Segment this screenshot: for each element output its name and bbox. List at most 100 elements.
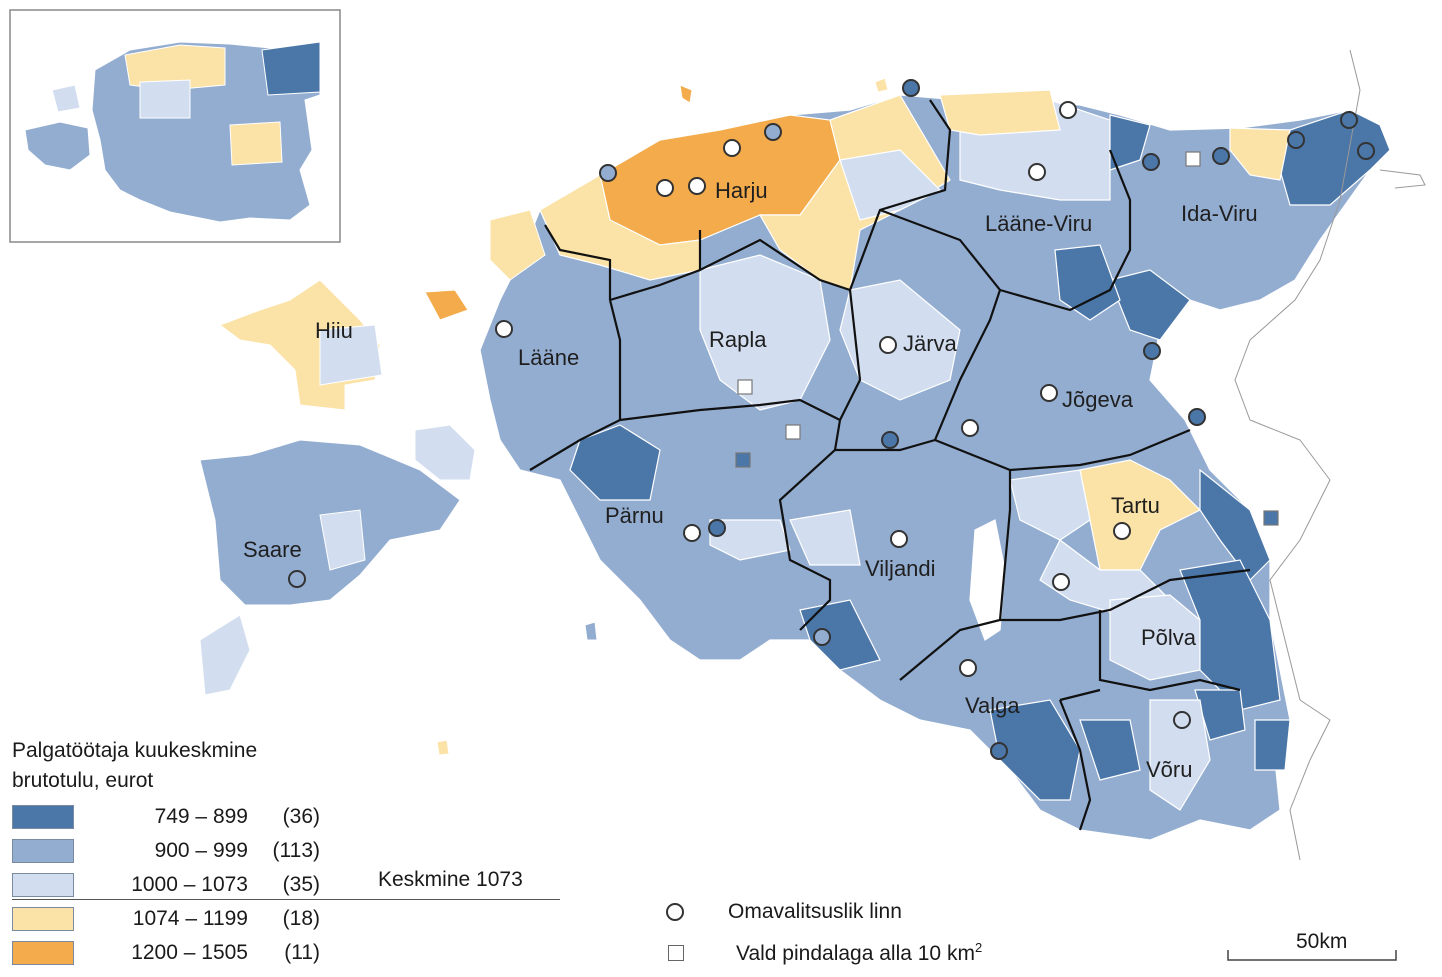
square-icon	[668, 945, 684, 961]
region-parnu-dark	[569, 424, 661, 501]
inset-tartu	[229, 121, 283, 166]
legend-count: (11)	[284, 941, 320, 964]
city-marker	[1040, 384, 1058, 402]
label-laane: Lääne	[518, 345, 580, 370]
legend-swatch	[12, 805, 74, 829]
city-marker	[1212, 147, 1230, 165]
region-ida-viru-east	[1279, 109, 1391, 206]
label-jarva: Järva	[903, 331, 957, 356]
legend-title-line1: Palgatöötaja kuukeskmine	[12, 739, 258, 762]
city-marker	[288, 570, 306, 588]
city-marker	[890, 530, 908, 548]
legend-swatch	[12, 839, 74, 863]
circle-icon	[666, 903, 684, 921]
city-marker	[1188, 408, 1206, 426]
legend-count: (18)	[282, 907, 320, 930]
legend-title-line2: brutotulu, eurot	[12, 769, 154, 792]
city-marker	[723, 139, 741, 157]
label-valga: Valga	[965, 693, 1020, 718]
island-saare-west	[319, 509, 366, 571]
legend-swatch	[12, 873, 74, 897]
region-ida-viru-light	[1229, 127, 1291, 181]
city-marker	[1028, 163, 1046, 181]
region-voru-dark-se	[1254, 719, 1291, 771]
label-ida-viru: Ida-Viru	[1181, 201, 1258, 226]
city-marker	[599, 164, 617, 182]
city-marker	[1340, 111, 1358, 129]
city-marker	[990, 742, 1008, 760]
island-muhu	[414, 424, 476, 481]
region-tartu-light	[1009, 469, 1091, 541]
label-laane-viru: Lääne-Viru	[985, 211, 1093, 236]
inset-rapla	[139, 79, 191, 119]
parish-marker	[1263, 510, 1279, 526]
region-viljandi-light	[789, 509, 861, 566]
inset-harju	[124, 44, 226, 91]
city-marker	[1052, 573, 1070, 591]
city-marker	[959, 659, 977, 677]
inset-hiiu	[51, 84, 81, 113]
legend-row: 1074 – 1199 (18)	[12, 905, 320, 933]
average-label: Keskmine 1073	[378, 868, 523, 891]
legend-count: (113)	[272, 839, 320, 862]
city-marker	[688, 177, 706, 195]
legend-row: 749 – 899 (36)	[12, 803, 320, 831]
city-marker	[1287, 131, 1305, 149]
average-line	[12, 899, 560, 900]
legend-range: 900 – 999	[154, 839, 248, 862]
symbol-parish-text: Vald pindalaga alla 10 km	[736, 942, 975, 965]
region-voru-light	[1149, 699, 1211, 811]
island-saare-south	[199, 614, 251, 696]
symbol-legend-parish: Vald pindalaga alla 10 km2	[668, 940, 982, 966]
inset-saare	[24, 121, 91, 171]
label-polva: Põlva	[1141, 625, 1197, 650]
region-voru-dark-east	[1194, 689, 1246, 741]
island-vormsi	[424, 289, 469, 321]
legend-count: (35)	[282, 873, 320, 896]
island-ruhnu	[436, 739, 450, 756]
city-marker	[879, 336, 897, 354]
scale-bar	[1227, 950, 1397, 961]
scale-bar-label: 50km	[1296, 930, 1348, 953]
legend-title: Palgatöötaja kuukeskmine brutotulu, euro…	[12, 736, 257, 796]
region-laane-viru-yellow	[939, 89, 1061, 136]
county-borders	[529, 99, 1251, 831]
region-parnu-light	[709, 519, 791, 561]
legend-row: 1000 – 1073 (35)	[12, 871, 320, 899]
city-marker	[1173, 711, 1191, 729]
city-marker	[683, 524, 701, 542]
region-ida-viru-south	[1109, 269, 1191, 341]
lake-vortsjarv	[969, 519, 1006, 641]
legend-range: 1200 – 1505	[131, 941, 248, 964]
region-parnu-south-dark	[799, 599, 881, 671]
island-hiiu-light	[319, 324, 383, 386]
islands	[199, 77, 889, 756]
label-hiiu: Hiiu	[315, 318, 353, 343]
symbol-city-label: Omavalitsuslik linn	[728, 900, 902, 923]
legend-swatch	[12, 941, 74, 965]
inset-map	[9, 9, 341, 243]
legend-count: (36)	[282, 805, 320, 828]
main-map	[479, 89, 1391, 841]
symbol-parish-label: Vald pindalaga alla 10 km2	[736, 940, 982, 966]
island-prangli	[874, 77, 889, 93]
island-laane-islet	[489, 209, 546, 281]
label-parnu: Pärnu	[605, 503, 664, 528]
label-rapla: Rapla	[709, 327, 767, 352]
region-harju-mid	[839, 149, 942, 221]
city-marker	[1113, 522, 1131, 540]
symbol-legend-city: Omavalitsuslik linn	[666, 900, 902, 924]
city-marker	[495, 320, 513, 338]
label-tartu: Tartu	[1111, 493, 1160, 518]
region-laane-viru-dark	[1054, 244, 1121, 321]
small-parish-markers	[735, 151, 1279, 526]
parish-marker	[785, 424, 801, 440]
label-harju: Harju	[715, 178, 768, 203]
parish-marker	[1185, 151, 1201, 167]
symbol-parish-sup: 2	[974, 940, 983, 955]
city-marker	[881, 431, 899, 449]
parish-marker	[735, 452, 751, 468]
legend-row: 900 – 999 (113)	[12, 837, 320, 865]
state-border	[1234, 49, 1426, 861]
